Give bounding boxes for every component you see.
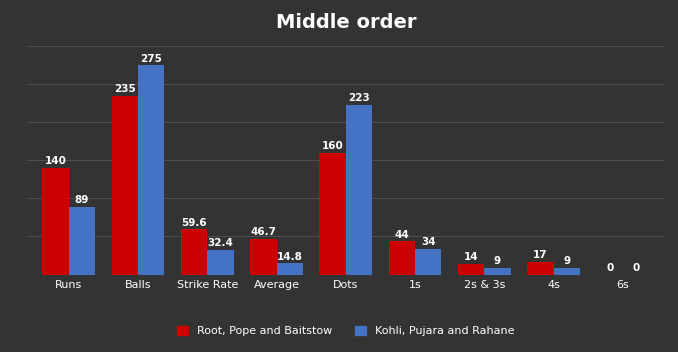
Bar [277,263,303,275]
Bar [68,207,95,275]
Bar [527,262,554,275]
Title: Middle order: Middle order [275,13,416,32]
Bar [319,153,346,275]
Text: 32.4: 32.4 [207,238,233,249]
Bar [388,241,415,275]
Bar [484,268,511,275]
Bar [181,229,207,275]
Text: 140: 140 [45,156,66,166]
Text: 9: 9 [494,256,501,266]
Text: 46.7: 46.7 [250,227,277,238]
Text: 223: 223 [348,93,370,103]
Text: 160: 160 [322,141,344,151]
Text: 0: 0 [633,263,639,273]
Bar [458,264,484,275]
Bar [250,239,277,275]
Bar [415,249,441,275]
Bar [207,250,233,275]
Text: 14.8: 14.8 [277,252,302,262]
Bar [112,95,138,275]
Text: 9: 9 [563,256,570,266]
Text: 235: 235 [114,84,136,94]
Text: 14: 14 [464,252,479,262]
Text: 59.6: 59.6 [181,218,207,228]
Bar [42,168,68,275]
Text: 44: 44 [395,230,410,239]
Text: 0: 0 [606,263,614,273]
Text: 275: 275 [140,54,162,64]
Text: 89: 89 [75,195,89,205]
Bar [346,105,372,275]
Bar [554,268,580,275]
Text: 17: 17 [533,250,548,260]
Text: 34: 34 [421,237,435,247]
Legend: Root, Pope and Baitstow, Kohli, Pujara and Rahane: Root, Pope and Baitstow, Kohli, Pujara a… [173,322,519,341]
Bar [138,65,164,275]
